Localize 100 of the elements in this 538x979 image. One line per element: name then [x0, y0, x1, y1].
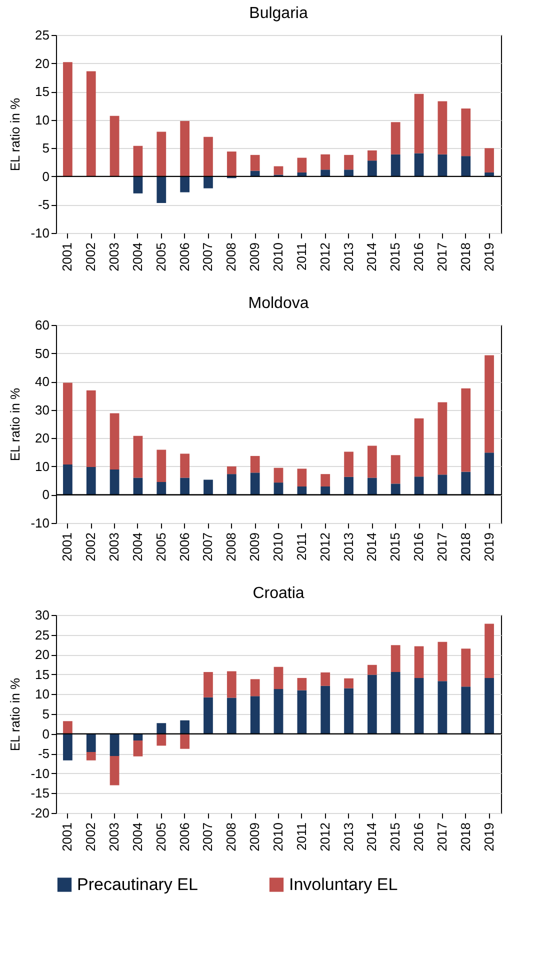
bar — [250, 170, 260, 176]
bar — [110, 413, 120, 470]
bar — [226, 152, 236, 176]
bar — [204, 480, 213, 495]
bar — [484, 355, 494, 453]
y-tick-label: 15 — [35, 666, 50, 682]
bar — [368, 664, 377, 675]
x-tick-label: 2008 — [224, 242, 239, 272]
y-tick-label: 25 — [35, 28, 50, 42]
bar — [133, 176, 143, 194]
bar — [63, 62, 72, 176]
x-tick-label: 2010 — [270, 532, 286, 562]
y-tick-label: 10 — [35, 112, 50, 128]
x-tick-label: 2002 — [83, 532, 98, 562]
bar — [86, 734, 96, 752]
x-tick-label: 2001 — [60, 242, 75, 272]
bar — [86, 752, 96, 760]
bar — [180, 720, 190, 734]
bar — [438, 681, 448, 734]
x-tick-label: 2003 — [106, 242, 122, 272]
bar — [390, 122, 400, 154]
x-tick-label: 2010 — [270, 242, 286, 272]
x-tick-label: 2018 — [458, 242, 473, 272]
bar — [180, 734, 190, 749]
x-tick-label: 2004 — [130, 822, 145, 852]
y-tick-label: 5 — [42, 706, 50, 722]
bar — [133, 436, 143, 478]
y-tick-label: -10 — [30, 226, 50, 240]
y-tick-label: 0 — [42, 726, 50, 742]
x-tick-label: 2019 — [481, 242, 496, 272]
x-tick-label: 2007 — [200, 822, 216, 852]
x-tick-label: 2006 — [176, 532, 192, 562]
x-tick-label: 2005 — [153, 242, 168, 272]
bar — [484, 678, 494, 734]
x-tick-label: 2017 — [434, 242, 450, 272]
bar — [156, 450, 166, 482]
x-tick-label: 2013 — [340, 822, 356, 852]
bar — [414, 476, 424, 495]
x-tick-label: 2005 — [153, 532, 168, 562]
bar — [156, 482, 166, 495]
x-tick-label: 2015 — [388, 822, 403, 852]
bar — [461, 156, 471, 176]
y-axis-title: EL ratio in % — [8, 387, 23, 462]
bar — [86, 466, 96, 495]
x-tick-label: 2009 — [247, 822, 262, 852]
bar — [461, 648, 471, 687]
x-tick-label: 2012 — [317, 242, 332, 272]
y-tick-label: 30 — [35, 402, 50, 418]
y-tick-label: 60 — [35, 318, 50, 332]
bar — [297, 172, 307, 176]
legend-label: Precautinary EL — [77, 874, 198, 894]
bar — [110, 756, 120, 786]
x-tick-label: 2010 — [270, 822, 286, 852]
bar — [344, 452, 354, 477]
bar — [226, 671, 236, 698]
x-tick-label: 2008 — [224, 532, 239, 562]
bar — [180, 454, 190, 478]
chart-title: Croatia — [252, 585, 304, 602]
bar — [133, 146, 143, 176]
x-tick-label: 2008 — [224, 822, 239, 852]
x-tick-label: 2017 — [434, 532, 450, 562]
y-tick-label: 15 — [35, 84, 50, 100]
y-tick-label: -5 — [38, 746, 50, 762]
bar — [320, 672, 330, 686]
y-axis-title: EL ratio in % — [8, 677, 23, 752]
x-tick-label: 2004 — [130, 532, 145, 562]
bar — [297, 678, 307, 690]
y-tick-label: -5 — [38, 197, 50, 212]
x-tick-label: 2013 — [340, 242, 356, 272]
chart-title: Moldova — [248, 295, 309, 312]
x-tick-label: 2015 — [388, 242, 403, 272]
bar — [368, 478, 377, 495]
bar — [133, 740, 143, 756]
bar — [110, 734, 120, 756]
bar — [86, 390, 96, 467]
x-tick-label: 2012 — [317, 822, 332, 852]
y-tick-label: -10 — [30, 766, 50, 781]
x-tick-label: 2007 — [200, 242, 216, 272]
x-tick-label: 2004 — [130, 242, 145, 272]
bar — [274, 482, 284, 495]
y-tick-label: -20 — [30, 806, 50, 820]
bar — [438, 101, 448, 154]
bar — [180, 176, 190, 192]
bar — [368, 150, 377, 161]
x-tick-label: 2013 — [340, 532, 356, 562]
y-tick-label: 0 — [42, 487, 50, 502]
y-tick-label: -15 — [30, 786, 50, 801]
bar — [484, 172, 494, 176]
bar — [226, 474, 236, 495]
bar — [461, 388, 471, 472]
bar — [180, 478, 190, 495]
x-tick-label: 2009 — [247, 532, 262, 562]
bar — [156, 734, 166, 746]
legend-label: Involuntary EL — [289, 874, 398, 894]
bar — [297, 690, 307, 734]
bar — [156, 723, 166, 734]
bar — [226, 698, 236, 734]
x-tick-label: 2015 — [388, 532, 403, 562]
x-tick-label: 2012 — [317, 532, 332, 562]
y-tick-label: 30 — [35, 608, 50, 622]
